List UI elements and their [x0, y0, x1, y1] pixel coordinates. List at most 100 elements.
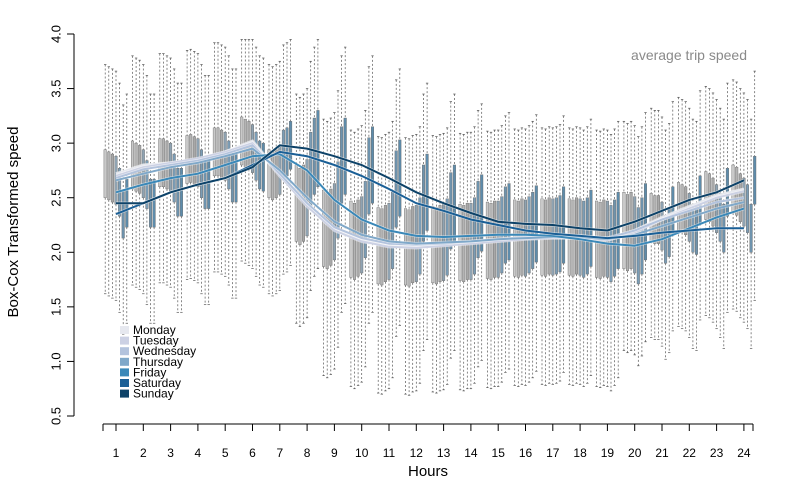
boxplot	[332, 112, 336, 370]
boxplot	[684, 101, 688, 332]
x-tick-label: 18	[573, 446, 587, 460]
boxplot	[356, 128, 360, 386]
boxplot	[551, 127, 555, 385]
boxplot	[749, 118, 753, 349]
boxplot	[110, 68, 114, 299]
boxplot	[227, 55, 231, 286]
legend-label: Monday	[133, 323, 176, 337]
boxplot	[613, 128, 617, 386]
boxplot	[121, 104, 125, 335]
boxplot	[267, 64, 271, 295]
boxplot	[294, 93, 298, 324]
x-ticks: 1 2 3 4 5 6 7 8 9 10 11 12 13 14 15 16 17 18 19 20 21 22 23 24	[102, 424, 754, 460]
boxplot	[445, 127, 449, 385]
boxplot	[199, 64, 203, 295]
legend-swatch	[120, 326, 129, 334]
x-tick-label: 7	[276, 446, 283, 460]
legend-swatch	[120, 368, 129, 377]
boxplot	[473, 126, 477, 384]
boxplot	[394, 79, 398, 337]
boxplot	[169, 57, 173, 288]
y-tick-label: 2.5	[48, 189, 63, 207]
legend-swatch	[120, 379, 129, 387]
boxplot	[547, 126, 551, 384]
x-tick-label: 3	[167, 446, 174, 460]
chart-annotation: average trip speed	[631, 47, 747, 63]
boxplot	[383, 134, 387, 392]
boxplot	[469, 131, 473, 390]
boxplot	[438, 134, 442, 392]
boxplot	[343, 46, 347, 304]
boxplot	[422, 93, 426, 351]
boxplot	[589, 118, 593, 376]
boxplot	[633, 125, 637, 356]
boxplot	[656, 110, 660, 340]
x-tick-label: 13	[437, 446, 451, 460]
boxplot	[578, 127, 582, 385]
boxplot	[196, 53, 200, 284]
x-tick-label: 20	[628, 446, 642, 460]
boxplot	[103, 64, 107, 295]
boxplot	[622, 120, 626, 351]
boxplot	[387, 131, 391, 390]
boxplot	[114, 70, 118, 301]
x-tick-label: 14	[464, 446, 478, 460]
boxplot	[558, 124, 562, 382]
boxplot	[715, 99, 719, 330]
boxplot	[340, 55, 344, 313]
boxplot	[465, 131, 469, 390]
x-tick-label: 5	[222, 446, 229, 460]
x-tick-label: 2	[140, 446, 147, 460]
boxplot	[322, 118, 326, 376]
boxplot	[391, 120, 395, 379]
boxplot	[534, 114, 538, 372]
boxplot	[425, 82, 429, 340]
boxplot	[411, 135, 415, 393]
y-tick-label: 1.0	[48, 352, 63, 370]
boxplot	[520, 127, 524, 385]
boxplot	[567, 127, 571, 385]
boxplot	[258, 55, 262, 286]
x-tick-label: 24	[737, 446, 751, 460]
boxplot	[418, 126, 422, 384]
boxplot	[691, 118, 695, 349]
boxplot	[281, 44, 285, 275]
x-tick-label: 22	[683, 446, 697, 460]
boxplot	[725, 82, 729, 313]
boxplot	[605, 129, 609, 387]
y-tick-label: 4.0	[48, 25, 63, 43]
legend-swatch	[120, 347, 129, 356]
series-line-sunday	[116, 144, 745, 232]
boxplot	[476, 110, 480, 368]
boxplot	[516, 129, 520, 387]
boxplot	[118, 82, 122, 313]
x-tick-label: 21	[655, 446, 669, 460]
boxplot	[609, 134, 613, 392]
boxplot	[223, 46, 227, 277]
boxplot	[616, 120, 620, 379]
boxplot	[220, 44, 224, 275]
boxplot	[687, 107, 691, 338]
boxplot	[524, 128, 528, 386]
boxplot	[582, 129, 586, 387]
boxplot	[489, 131, 493, 390]
boxplot	[141, 64, 145, 295]
boxplot	[179, 82, 183, 313]
boxplot	[398, 68, 402, 326]
boxplot	[554, 126, 558, 384]
series-lines-layer	[115, 139, 745, 250]
boxplot	[442, 132, 446, 391]
x-tick-label: 10	[355, 446, 369, 460]
boxplot	[434, 136, 438, 394]
x-axis-label: Hours	[408, 463, 448, 480]
boxplot	[371, 55, 375, 313]
legend: MondayTuesdayWednesdayThursdayFridaySatu…	[120, 323, 196, 401]
boxplot	[274, 64, 278, 295]
boxplot	[503, 115, 507, 373]
boxplot	[145, 75, 149, 306]
y-ticks: 0.5 1.0 1.5 2.0 2.5 3.0 3.5 4.0	[48, 25, 74, 425]
boxplot	[152, 93, 156, 324]
boxplot-layer	[103, 39, 757, 396]
boxplot	[404, 137, 408, 395]
